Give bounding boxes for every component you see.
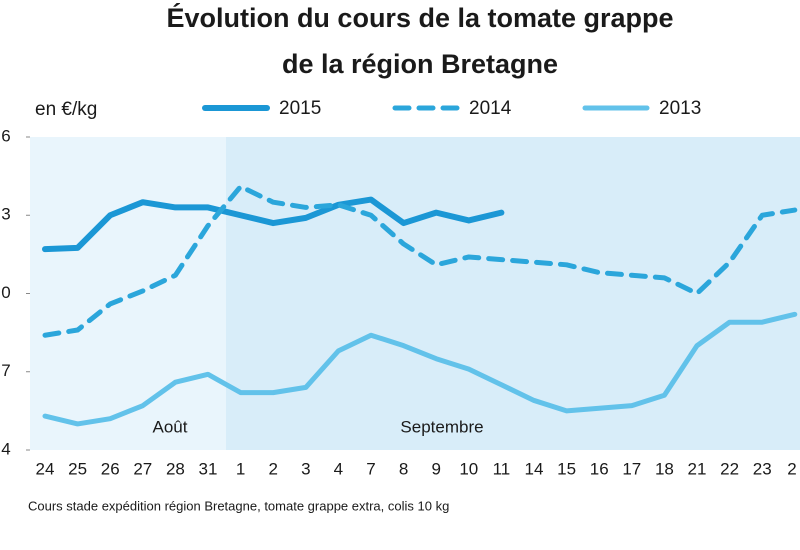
x-tick-label: 22 bbox=[720, 459, 739, 478]
y-tick-label: 6 bbox=[1, 126, 10, 145]
chart-title: Évolution du cours de la tomate grappe bbox=[166, 2, 673, 33]
legend-label: 2015 bbox=[279, 98, 321, 119]
series-line bbox=[42, 311, 798, 427]
x-tick-label: 16 bbox=[590, 459, 609, 478]
y-tick-label: 7 bbox=[1, 361, 10, 380]
x-tick-label: 26 bbox=[101, 459, 120, 478]
x-tick-label: 9 bbox=[431, 459, 440, 478]
series-line bbox=[42, 184, 798, 338]
y-tick-label: 3 bbox=[1, 205, 10, 224]
x-tick-label: 24 bbox=[36, 459, 55, 478]
y-tick-label: 0 bbox=[1, 283, 10, 302]
x-tick-label: 17 bbox=[622, 459, 641, 478]
x-tick-label: 7 bbox=[366, 459, 375, 478]
chart-title: de la région Bretagne bbox=[282, 49, 558, 79]
x-tick-label: 10 bbox=[459, 459, 478, 478]
x-tick-label: 27 bbox=[133, 459, 152, 478]
x-tick-label: 4 bbox=[334, 459, 343, 478]
x-tick-label: 1 bbox=[236, 459, 245, 478]
x-tick-label: 15 bbox=[557, 459, 576, 478]
month-label: Août bbox=[153, 417, 188, 436]
x-tick-label: 18 bbox=[655, 459, 674, 478]
x-tick-label: 2 bbox=[268, 459, 277, 478]
x-tick-label: 11 bbox=[493, 459, 511, 478]
x-tick-label: 2 bbox=[787, 459, 796, 478]
x-tick-label: 3 bbox=[301, 459, 310, 478]
y-tick-label: 4 bbox=[1, 439, 10, 458]
august-band bbox=[30, 137, 226, 450]
series-line bbox=[42, 196, 505, 253]
x-tick-label: 23 bbox=[753, 459, 772, 478]
footnote: Cours stade expédition région Bretagne, … bbox=[28, 498, 449, 513]
legend-label: 2013 bbox=[659, 98, 701, 119]
x-tick-label: 25 bbox=[68, 459, 87, 478]
x-tick-label: 14 bbox=[525, 459, 544, 478]
month-label: Septembre bbox=[400, 417, 483, 436]
x-tick-label: 28 bbox=[166, 459, 185, 478]
x-tick-label: 8 bbox=[399, 459, 408, 478]
x-tick-label: 21 bbox=[688, 459, 707, 478]
y-axis-label: en €/kg bbox=[35, 99, 97, 120]
x-tick-label: 31 bbox=[199, 459, 218, 478]
legend-label: 2014 bbox=[469, 98, 512, 119]
